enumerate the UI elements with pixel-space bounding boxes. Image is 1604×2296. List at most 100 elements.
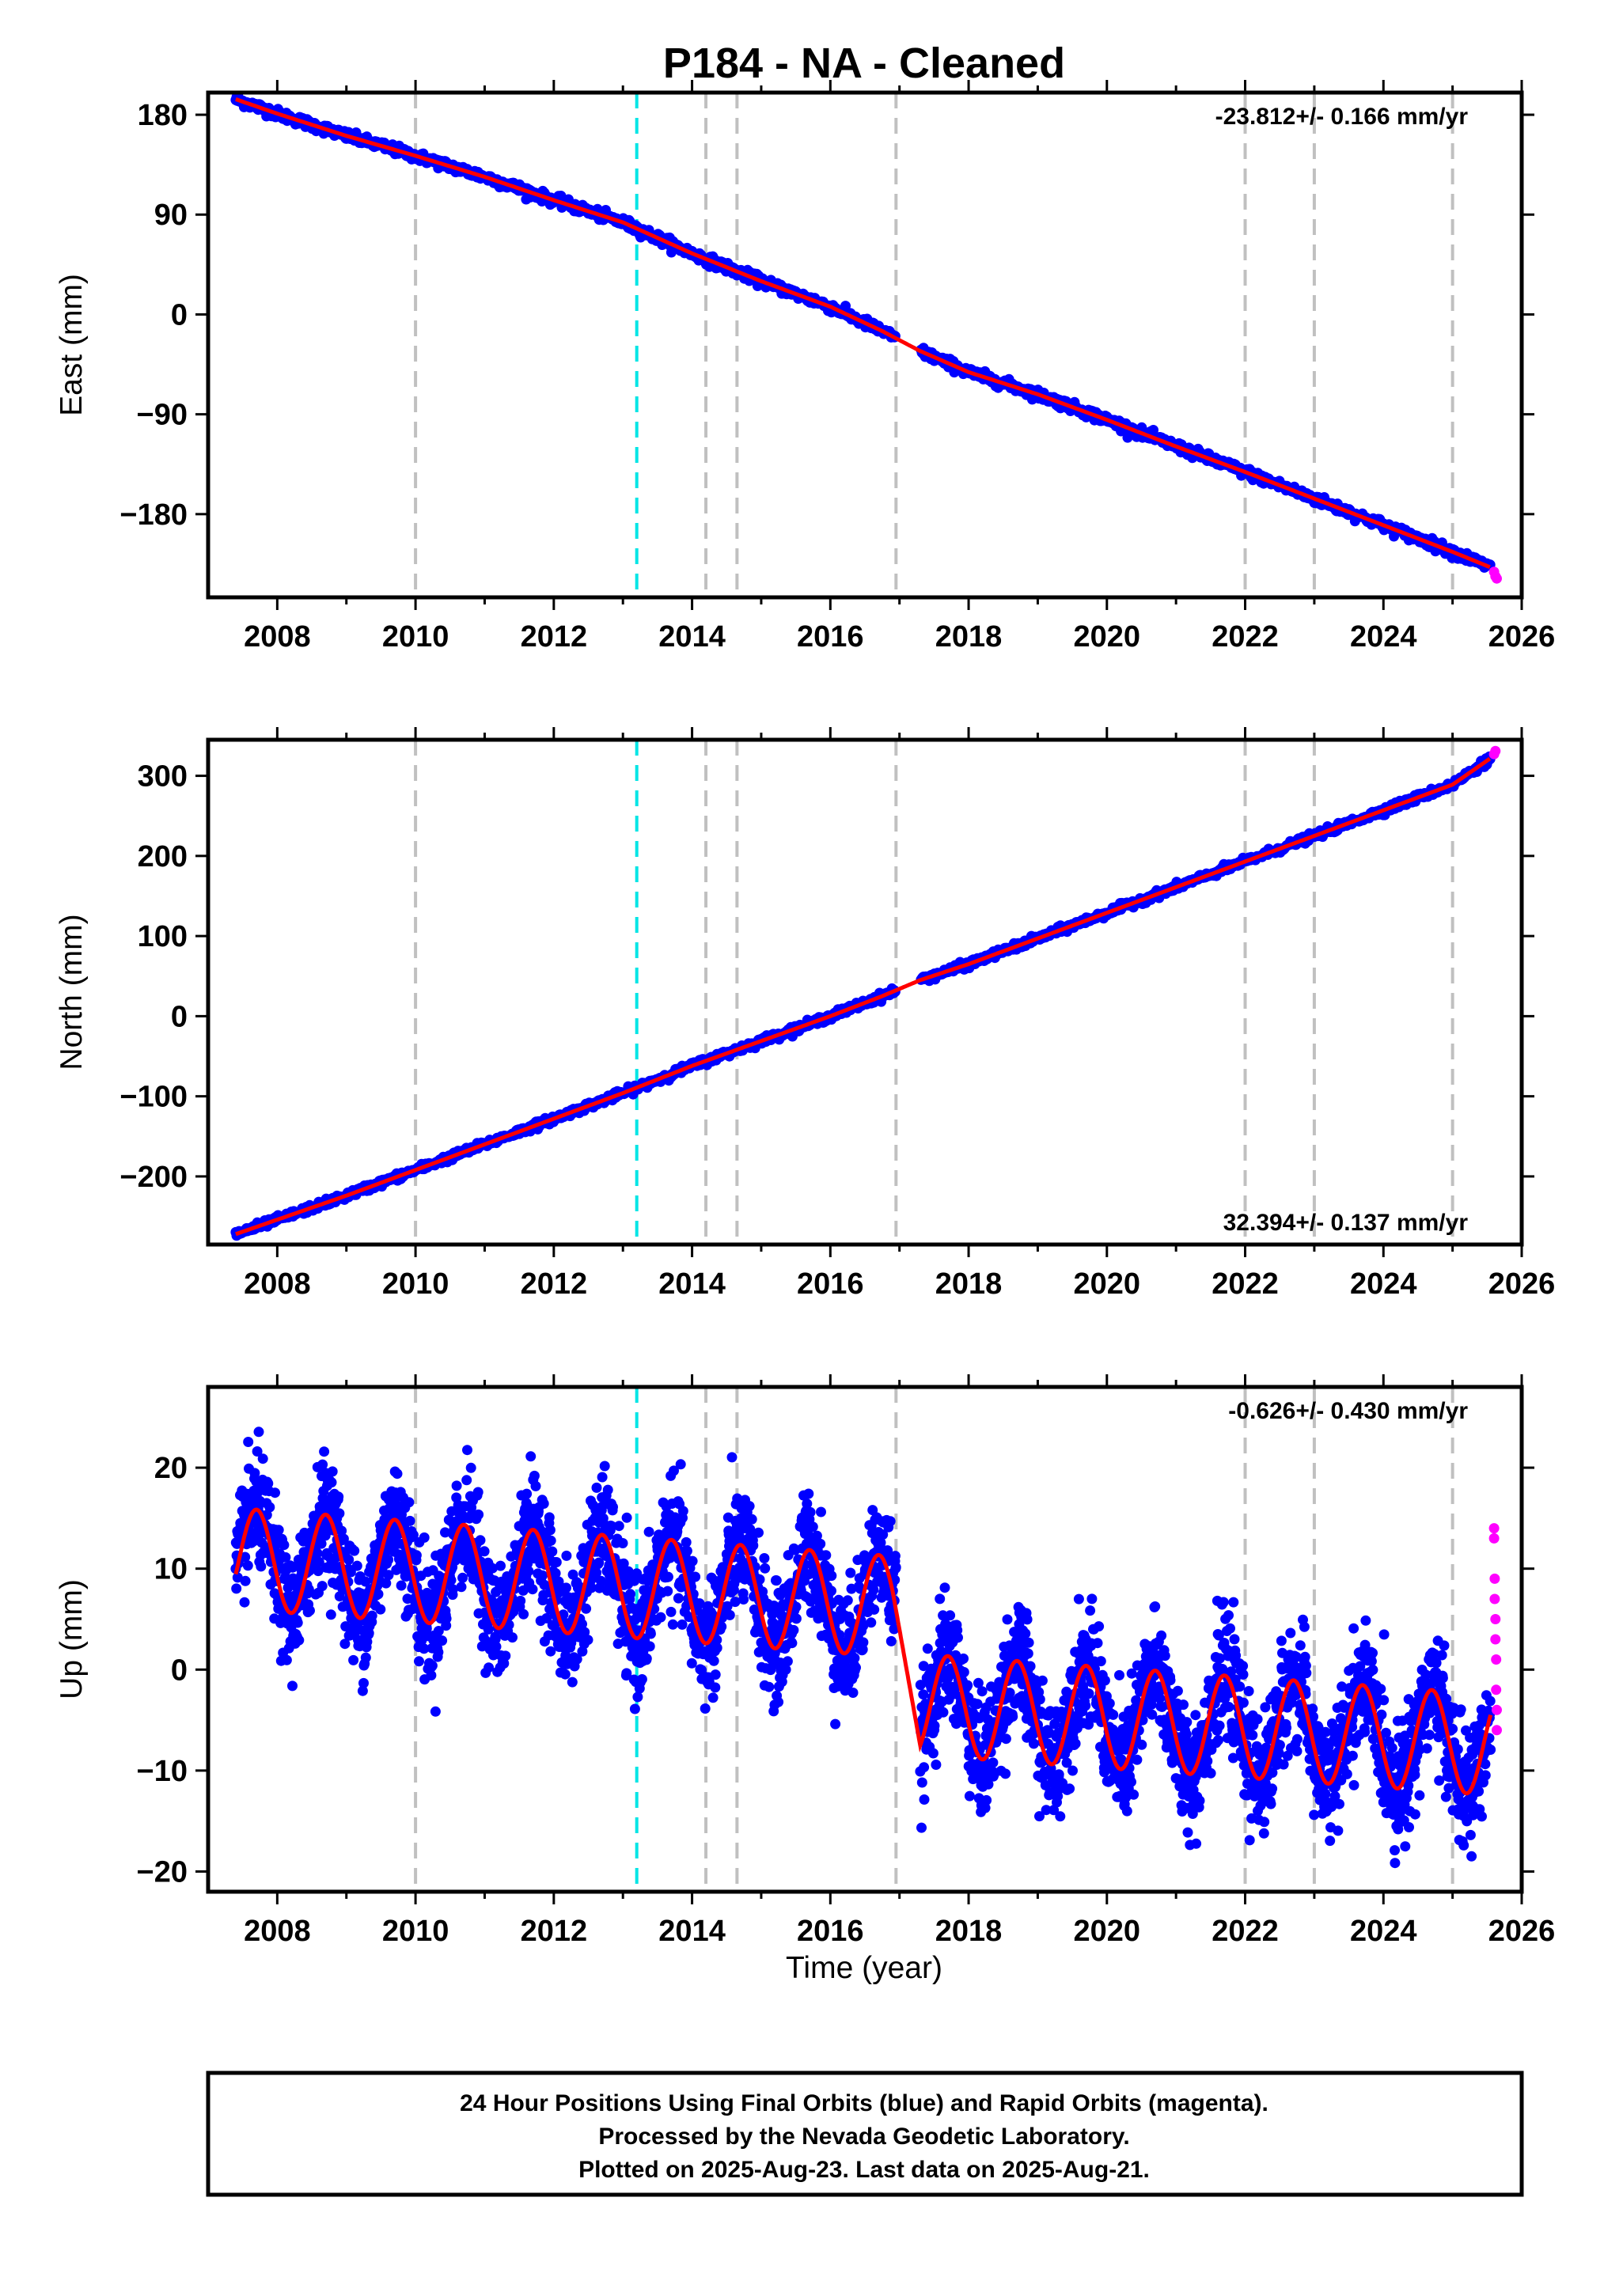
data-point [791,1613,802,1624]
data-point [313,1566,324,1577]
data-point [383,1555,394,1565]
data-point [773,1696,784,1707]
data-point [465,1462,476,1473]
data-point [437,1635,448,1646]
data-point [360,1576,371,1587]
data-point [414,1656,424,1667]
data-point [529,1470,540,1481]
data-point [753,1527,764,1538]
data-point [673,1593,684,1604]
data-point [636,1674,647,1684]
data-point [759,1553,770,1563]
data-point [242,1560,253,1571]
data-point [317,1581,328,1592]
data-point [544,1512,555,1523]
data-point [596,1575,606,1586]
data-point [618,1558,629,1569]
data-point [722,1601,733,1612]
data-point [711,1635,722,1646]
data-point [381,1578,392,1589]
data-point [625,1589,635,1600]
x-tick-label: 2014 [658,620,726,654]
data-point [249,1468,260,1479]
data-point [621,1512,632,1523]
data-point [433,1646,444,1658]
data-point [643,1526,654,1537]
data-point [334,1508,345,1519]
y-tick-label: 300 [138,760,188,794]
rapid-point [1492,573,1502,584]
data-point [292,1617,303,1628]
data-point [629,1703,640,1714]
y-axis-label: East (mm) [55,274,89,416]
x-tick-label: 2024 [1350,620,1417,654]
data-point [644,1641,655,1652]
plot-frame [206,737,1524,1247]
data-point [617,1538,628,1548]
rapid-point [1490,745,1501,756]
data-point [252,1446,263,1457]
data-point [746,1514,757,1525]
data-point [294,1635,305,1646]
data-point [571,1654,582,1665]
y-tick-label: −90 [137,399,188,432]
x-tick-label: 2020 [1074,620,1141,654]
model-fit-line [235,97,1491,570]
data-point [392,1468,403,1480]
x-tick-label: 2026 [1488,1267,1556,1301]
data-point [305,1605,315,1616]
data-point [537,1570,548,1581]
data-point [253,1426,264,1438]
data-point [240,1575,251,1586]
y-tick-label: 0 [171,298,188,332]
data-point [411,1550,422,1561]
data-point [427,1660,438,1671]
data-point [641,1653,652,1664]
data-point [358,1677,369,1688]
data-point [396,1580,407,1591]
data-point [567,1677,578,1688]
y-tick-label: 0 [171,1000,188,1033]
data-point [360,1652,371,1663]
data-point [538,1498,549,1509]
data-point [257,1453,268,1464]
velocity-label: 32.394+/- 0.137 mm/yr [1223,1210,1469,1236]
north-panel: 2008 2010 2012 2014 2016 2018 2020 2022 2024 2026… [55,727,1555,1301]
data-point [677,1619,688,1630]
data-point [461,1475,472,1486]
x-tick-label: 2018 [935,1267,1003,1301]
data-point [726,1452,738,1463]
x-tick-label: 2012 [521,620,588,654]
y-axis-label: North (mm) [55,914,89,1070]
data-point [803,1488,814,1499]
data-point [805,1506,816,1517]
data-point [348,1654,359,1665]
data-point [780,1664,791,1675]
data-point [280,1552,291,1563]
data-point [491,1641,502,1652]
data-point [754,1574,765,1585]
data-point [500,1650,511,1661]
data-point [530,1480,541,1491]
data-point [475,1535,486,1546]
data-point [472,1487,483,1498]
data-point [677,1506,688,1517]
data-point [681,1545,692,1556]
data-point [710,1669,721,1680]
data-point [232,1572,243,1583]
x-tick-label: 2020 [1074,1267,1141,1301]
data-point [408,1529,419,1540]
data-point [281,1654,292,1665]
data-point [456,1582,467,1593]
data-point [419,1532,430,1543]
data-point [700,1703,711,1714]
up-panel: 2008 2010 2012 2014 2016 2018 2020 2022 2024 2026… [55,1374,1555,1948]
data-point [441,1613,452,1624]
data-point [433,1626,444,1636]
data-point [243,1437,254,1447]
data-point [591,1567,602,1578]
data-point [608,1502,618,1513]
data-point [787,1638,798,1649]
plot-area [230,1387,1502,1892]
